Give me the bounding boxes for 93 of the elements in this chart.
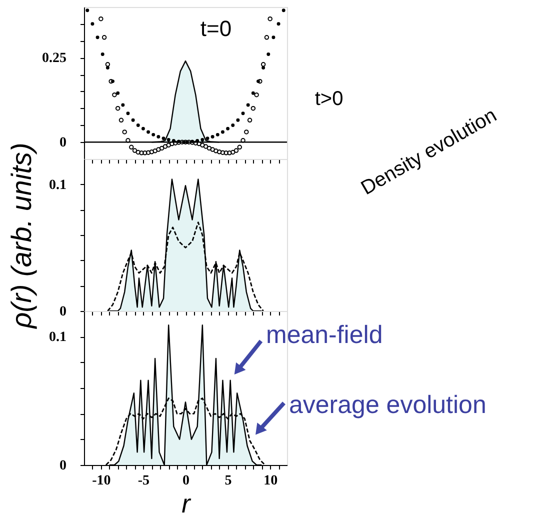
- point: [272, 36, 276, 40]
- point: [136, 150, 141, 155]
- annotation: average evolution: [289, 391, 486, 419]
- point: [122, 130, 127, 134]
- point: [132, 148, 138, 153]
- point: [234, 148, 239, 153]
- point: [220, 150, 226, 155]
- point: [128, 144, 134, 150]
- x-axis-title: r: [182, 488, 192, 518]
- y-axis-title: ρ(r) (arb. units): [6, 142, 37, 330]
- y-tick-label: 0: [60, 458, 66, 474]
- point: [200, 138, 204, 142]
- point: [254, 92, 259, 98]
- text: t>0: [314, 88, 344, 110]
- point: [230, 150, 236, 155]
- point: [152, 148, 158, 154]
- point: [210, 147, 215, 152]
- point: [196, 141, 202, 146]
- point: [141, 126, 145, 130]
- annotation: t=0: [200, 16, 232, 41]
- point: [186, 140, 192, 144]
- point: [282, 8, 286, 12]
- point: [126, 138, 130, 143]
- point: [266, 52, 270, 56]
- point: [108, 78, 114, 84]
- x-tick-label: 10: [264, 474, 278, 488]
- point: [90, 22, 94, 26]
- point: [276, 22, 280, 26]
- point: [162, 144, 168, 149]
- y-tick-label: 0.1: [49, 330, 66, 346]
- y-tick-label: 0: [60, 304, 66, 320]
- point: [159, 146, 164, 151]
- x-tick-label: 5: [224, 474, 232, 488]
- point: [126, 112, 130, 116]
- point: [180, 140, 184, 144]
- point: [156, 147, 161, 152]
- point: [146, 130, 150, 134]
- x-tick-label: -10: [92, 474, 111, 488]
- point: [121, 103, 125, 107]
- point: [152, 132, 156, 136]
- point: [166, 142, 171, 148]
- point: [203, 144, 208, 149]
- point: [156, 134, 160, 138]
- y-tick-label: 0.25: [42, 51, 66, 66]
- annotation: mean-field: [266, 321, 383, 349]
- point: [206, 136, 210, 140]
- point: [105, 62, 110, 67]
- point: [162, 136, 166, 140]
- point: [131, 118, 135, 122]
- point: [250, 106, 256, 111]
- point: [251, 91, 255, 95]
- point: [146, 150, 151, 155]
- point: [214, 148, 218, 154]
- point: [260, 62, 266, 67]
- point: [98, 16, 104, 22]
- point: [227, 150, 232, 156]
- point: [224, 150, 228, 156]
- point: [142, 150, 148, 156]
- point: [100, 52, 104, 56]
- x-tick-label: 0: [182, 474, 190, 488]
- point: [170, 141, 174, 146]
- point: [241, 112, 245, 116]
- point: [216, 132, 220, 136]
- point: [247, 118, 252, 123]
- point: [258, 78, 262, 84]
- point: [268, 16, 272, 22]
- point: [231, 123, 235, 127]
- point: [244, 130, 249, 134]
- point: [139, 150, 144, 156]
- point: [220, 130, 224, 134]
- point: [246, 103, 250, 107]
- point: [240, 138, 246, 143]
- point: [102, 35, 107, 40]
- point: [200, 142, 205, 148]
- point: [96, 36, 100, 40]
- point: [115, 106, 120, 111]
- point: [149, 150, 154, 154]
- point: [216, 150, 222, 154]
- point: [86, 8, 90, 12]
- point: [226, 126, 230, 130]
- point: [166, 138, 170, 142]
- point: [210, 134, 214, 138]
- point: [264, 35, 270, 40]
- point: [112, 92, 117, 98]
- point: [236, 118, 240, 122]
- point: [206, 146, 212, 151]
- point: [118, 118, 124, 123]
- point: [237, 144, 242, 150]
- y-tick-label: 0: [60, 136, 66, 151]
- point: [136, 123, 140, 127]
- y-tick-label: 0.1: [49, 178, 66, 193]
- point: [116, 91, 120, 95]
- x-tick-label: -5: [138, 474, 150, 488]
